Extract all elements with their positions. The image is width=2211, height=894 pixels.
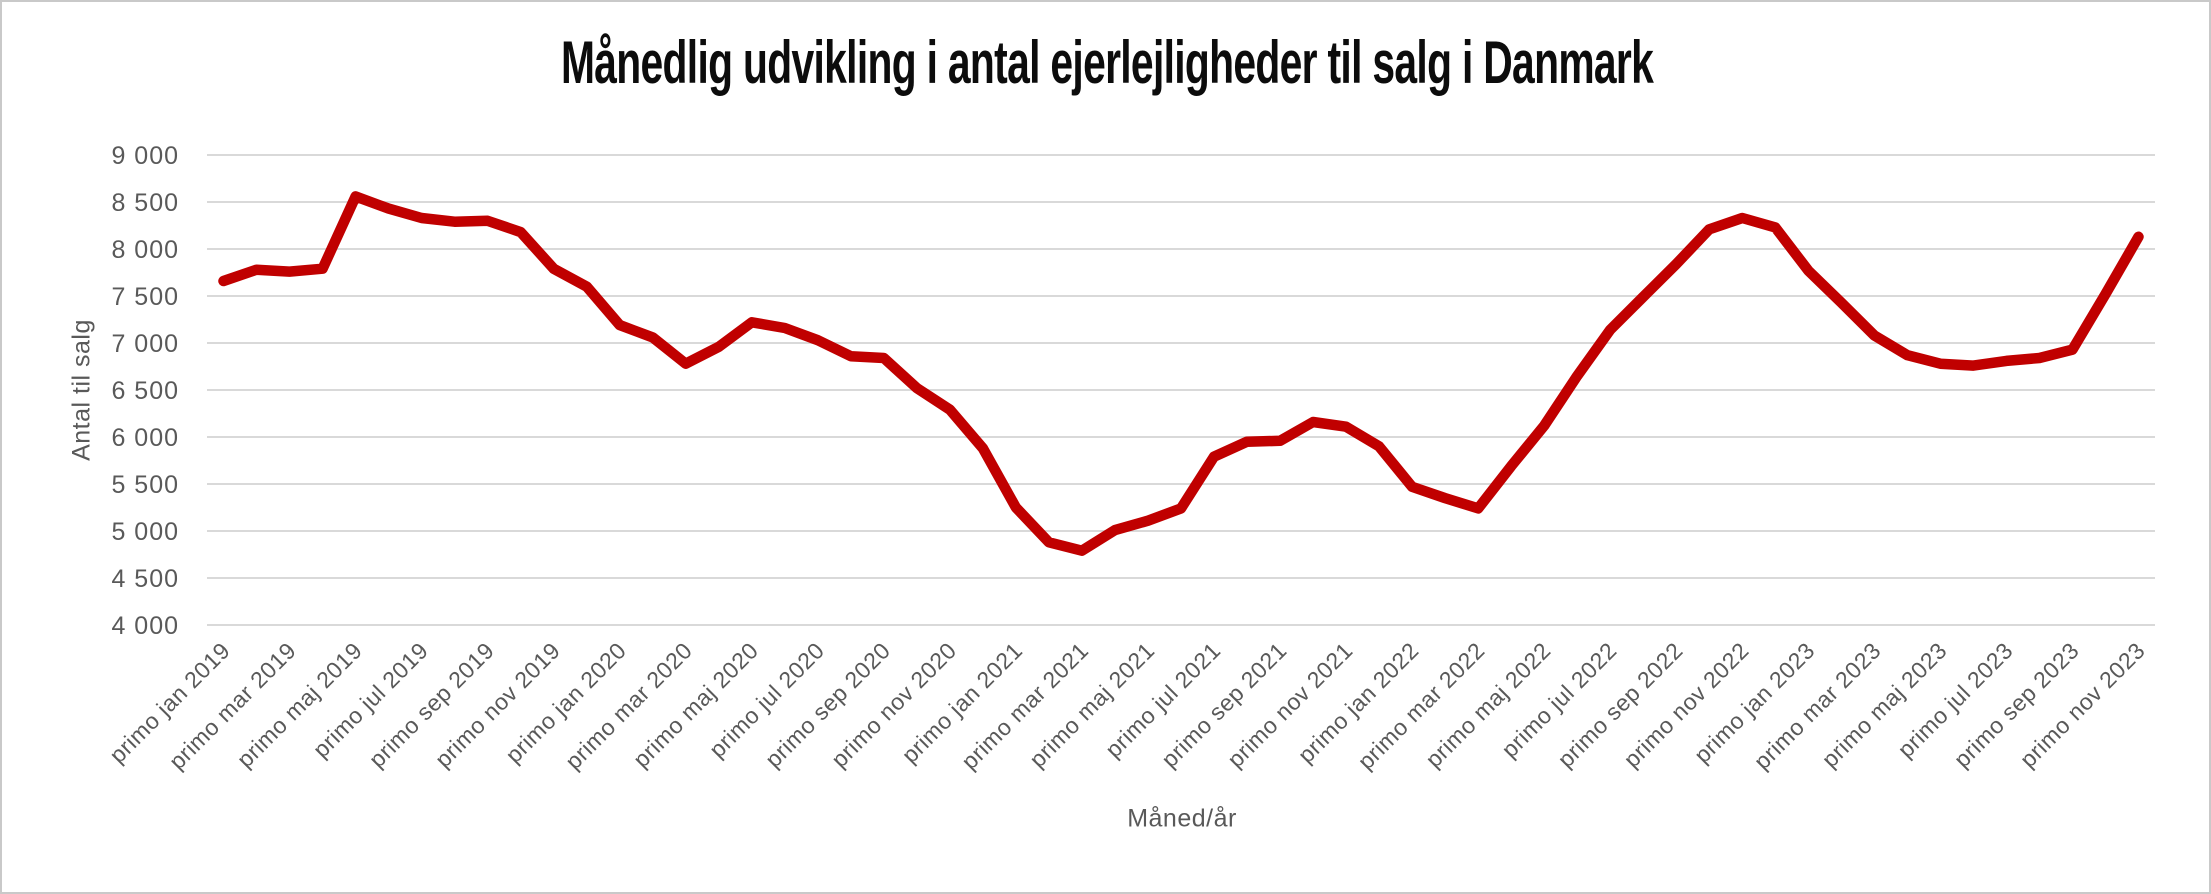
- x-tick-label: primo jul 2020: [704, 637, 829, 762]
- x-tick-label: primo jul 2019: [308, 637, 433, 762]
- x-axis-title: Måned/år: [1127, 804, 1237, 833]
- y-tick-label: 6 000: [111, 424, 179, 452]
- series-line: [218, 191, 2144, 556]
- y-tick-label: 9 000: [111, 142, 179, 170]
- y-tick-label: 6 500: [111, 377, 179, 405]
- x-tick-label: primo jul 2021: [1100, 637, 1225, 762]
- x-tick-label: primo jan 2022: [1293, 637, 1424, 768]
- y-tick-label: 4 500: [111, 565, 179, 593]
- y-tick-label: 8 000: [111, 236, 179, 264]
- y-tick-label: 7 500: [111, 283, 179, 311]
- y-tick-label: 5 000: [111, 518, 179, 546]
- x-tick-label: primo jul 2022: [1496, 637, 1621, 762]
- y-tick-label: 8 500: [111, 189, 179, 217]
- x-tick-label: primo jan 2021: [897, 637, 1028, 768]
- y-tick-label: 7 000: [111, 330, 179, 358]
- y-tick-label: 5 500: [111, 471, 179, 499]
- x-tick-label: primo jan 2019: [104, 637, 235, 768]
- chart-title-text: Månedlig udvikling i antal ejerlejlighed…: [561, 29, 1654, 96]
- y-tick-label: 4 000: [111, 612, 179, 640]
- x-tick-label: primo jan 2023: [1689, 637, 1820, 768]
- chart-title: Månedlig udvikling i antal ejerlejlighed…: [2, 28, 2209, 97]
- x-tick-label: primo jan 2020: [500, 637, 631, 768]
- x-tick-label: primo nov 2023: [2015, 637, 2150, 772]
- x-tick-label: primo jul 2023: [1892, 637, 2017, 762]
